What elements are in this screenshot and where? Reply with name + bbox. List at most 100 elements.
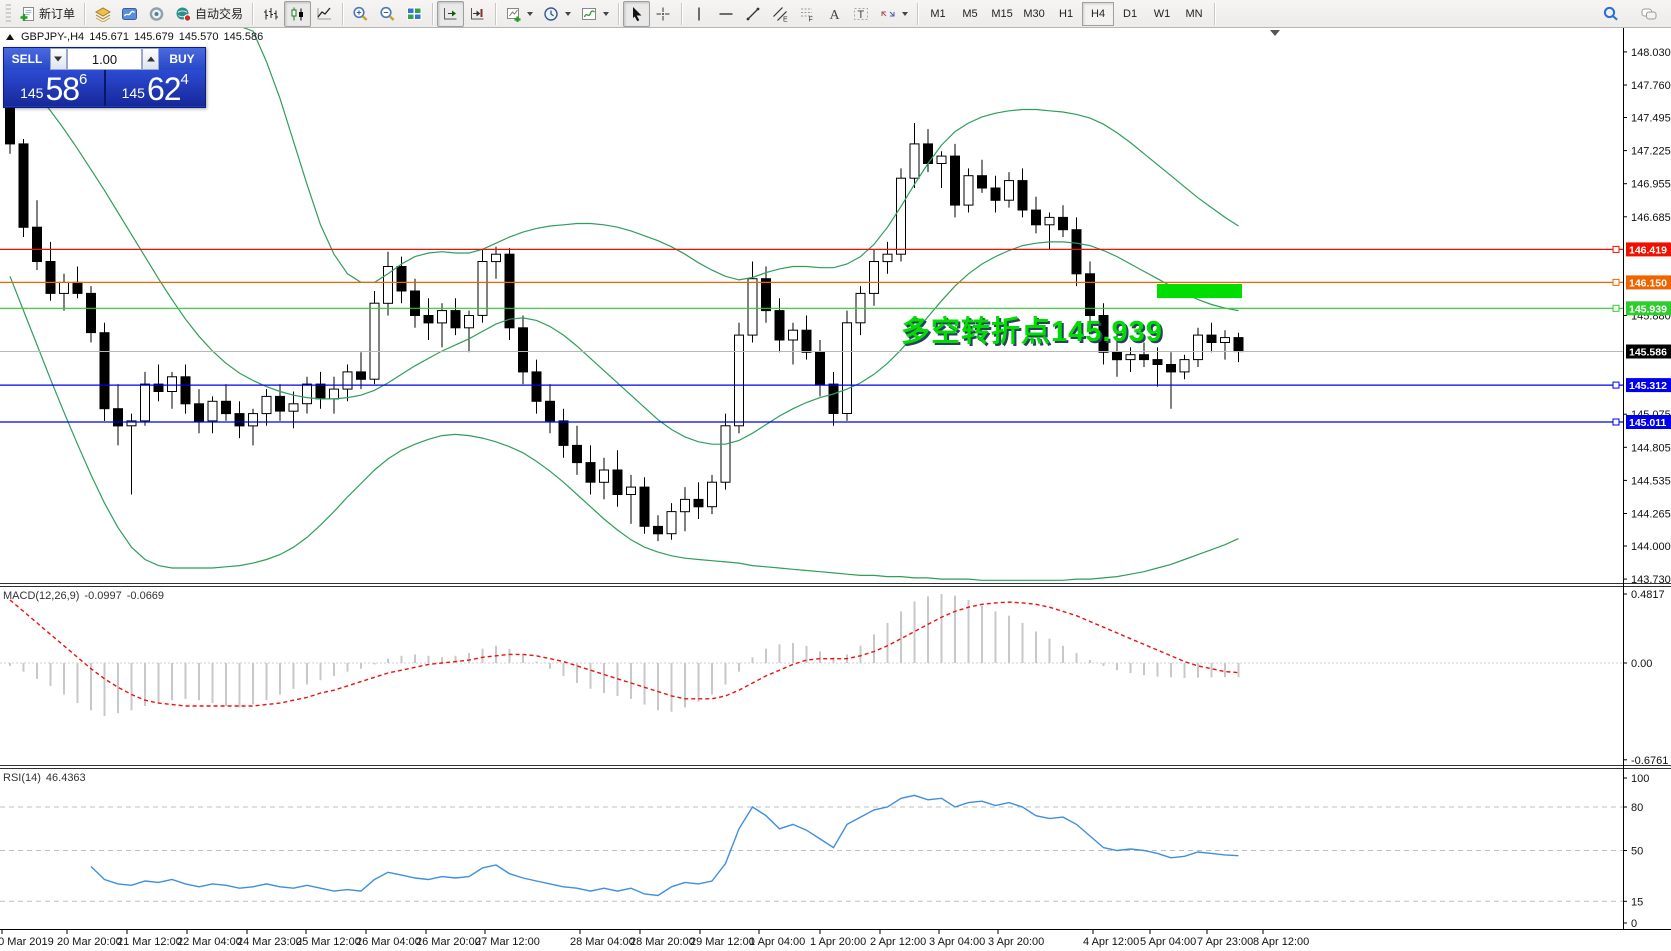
timeframe-M5[interactable]: M5	[962, 7, 978, 20]
layers-icon	[95, 6, 112, 22]
macd-histogram	[9, 594, 1240, 716]
new-order-button[interactable]: 新订单	[14, 1, 80, 27]
auto-trading-label: 自动交易	[195, 7, 244, 21]
price-tick-label: 146.955	[1631, 179, 1671, 191]
text-icon: A	[830, 8, 841, 22]
pivot-annotation[interactable]: 多空转折点145.939	[901, 316, 1163, 348]
macd-tick-label: -0.6761	[1631, 755, 1668, 767]
timeframe-M1[interactable]: M1	[930, 7, 946, 20]
time-tick-label: 3 Apr 04:00	[929, 936, 985, 948]
cursor-button[interactable]	[623, 0, 651, 27]
price-tick-label: 144.535	[1631, 475, 1671, 487]
price-tick-label: 144.000	[1631, 541, 1671, 553]
price-tag-145.312: 145.312	[1626, 378, 1671, 393]
time-tick-label: 28 Mar 04:00	[570, 936, 635, 948]
dropdown-arrow-icon	[603, 11, 610, 16]
label-icon: T	[854, 7, 869, 21]
arrows-icon	[881, 11, 895, 16]
macd-panel: 0.4817 0.00 -0.6761	[0, 589, 1668, 767]
new-chart-icon	[507, 7, 521, 22]
buy-price[interactable]: 145 62 4	[106, 70, 206, 106]
bar-chart-button[interactable]	[257, 1, 284, 27]
price-tick-label: 147.495	[1631, 113, 1671, 125]
rsi-tick-label: 100	[1631, 773, 1649, 785]
zoom-out-button[interactable]	[374, 1, 401, 27]
auto-scroll-button[interactable]	[437, 0, 465, 27]
cursor-icon	[633, 6, 642, 21]
fibonacci-button[interactable]: F	[794, 1, 821, 27]
chart-shift-button[interactable]	[464, 1, 491, 27]
low-value: 145.570	[178, 31, 219, 43]
hline-handle[interactable]	[1612, 245, 1620, 253]
macd-indicator-label: MACD(12,26,9) -0.0997 -0.0669	[3, 590, 164, 602]
rsi-tick-label: 15	[1631, 896, 1643, 908]
time-tick-label: 3 Apr 20:00	[988, 936, 1044, 948]
svg-text:T: T	[858, 9, 865, 21]
rsi-panel: 100 80 50 15 0	[0, 773, 1649, 930]
chat-button[interactable]	[1635, 1, 1663, 27]
timeframe-H1[interactable]: H1	[1059, 7, 1074, 20]
time-tick-label: 25 Mar 12:00	[296, 936, 361, 948]
profiles-button[interactable]	[89, 1, 116, 27]
macd-tick-label: 0.4817	[1631, 589, 1665, 601]
buy-button[interactable]: BUY	[159, 48, 205, 70]
new-order-icon	[20, 6, 34, 21]
tile-windows-button[interactable]	[401, 1, 428, 27]
price-axis[interactable]: 148.030 147.760 147.495 147.225 146.955 146.6…	[1623, 47, 1671, 586]
equidistant-channel-button[interactable]: E	[767, 1, 794, 27]
search-button[interactable]	[1597, 1, 1625, 27]
zoom-in-button[interactable]	[347, 1, 374, 27]
text-button[interactable]: A	[821, 1, 848, 27]
text-label-button[interactable]: T	[848, 1, 875, 27]
timeframe-MN[interactable]: MN	[1185, 7, 1203, 20]
price-tick-label: 144.805	[1631, 442, 1671, 454]
horizontal-line-icon	[719, 12, 733, 15]
hline-handle[interactable]	[1612, 304, 1620, 312]
timeframe-H4[interactable]: H4	[1082, 1, 1115, 26]
price-tag-145.011: 145.011	[1626, 415, 1671, 429]
hline-handle[interactable]	[1612, 418, 1620, 426]
indicators-menu-button[interactable]	[576, 1, 614, 27]
time-tick-label: 22 Mar 04:00	[177, 936, 242, 948]
data-window-button[interactable]	[116, 1, 143, 27]
horizontal-line-button[interactable]	[713, 1, 740, 27]
volume-decrease-button[interactable]	[49, 48, 67, 70]
search-icon	[1603, 6, 1618, 21]
hline-handle[interactable]	[1612, 278, 1620, 286]
navigator-icon	[149, 6, 164, 21]
timeframe-W1[interactable]: W1	[1153, 7, 1171, 20]
chart-window[interactable]: 148.030 147.760 147.495 147.225 146.955 146.6…	[0, 28, 1671, 951]
timeframe-M15[interactable]: M15	[991, 7, 1013, 20]
chart-canvas[interactable]: 148.030 147.760 147.495 147.225 146.955 146.6…	[0, 28, 1671, 951]
sell-button[interactable]: SELL	[4, 48, 50, 70]
timeframe-M30[interactable]: M30	[1023, 7, 1045, 20]
period-menu-button[interactable]	[538, 1, 576, 27]
horizontal-level-lines[interactable]	[0, 245, 1623, 426]
price-tag-146.419: 146.419	[1626, 242, 1671, 257]
close-value: 145.586	[223, 31, 264, 43]
sell-price[interactable]: 145 58 6	[4, 70, 104, 106]
hline-handle[interactable]	[1612, 381, 1620, 389]
line-chart-button[interactable]	[311, 1, 338, 27]
volume-input[interactable]	[67, 48, 142, 70]
crosshair-button[interactable]	[650, 1, 677, 27]
volume-increase-button[interactable]	[142, 48, 160, 70]
vertical-line-button[interactable]	[686, 1, 713, 27]
new-chart-button[interactable]	[500, 1, 538, 27]
navigator-button[interactable]	[143, 1, 170, 27]
auto-trading-button[interactable]: 自动交易	[170, 1, 248, 27]
svg-text:F: F	[809, 16, 813, 22]
chart-nav-arrow-icon[interactable]	[1270, 30, 1280, 36]
trendline-button[interactable]	[740, 1, 767, 27]
candlestick-chart-button[interactable]	[284, 0, 312, 27]
arrows-button[interactable]	[875, 1, 913, 27]
symbol-period-label: GBPJPY-,H4	[21, 31, 85, 43]
zoom-out-icon	[380, 6, 395, 21]
chart-shift-icon	[471, 7, 484, 19]
price-tick-label: 147.760	[1631, 80, 1671, 92]
timeframe-D1[interactable]: D1	[1123, 7, 1138, 20]
collapse-panel-icon[interactable]	[6, 34, 14, 40]
toolbar-grip[interactable]	[5, 3, 11, 24]
highlight-rectangle[interactable]	[1157, 284, 1242, 299]
